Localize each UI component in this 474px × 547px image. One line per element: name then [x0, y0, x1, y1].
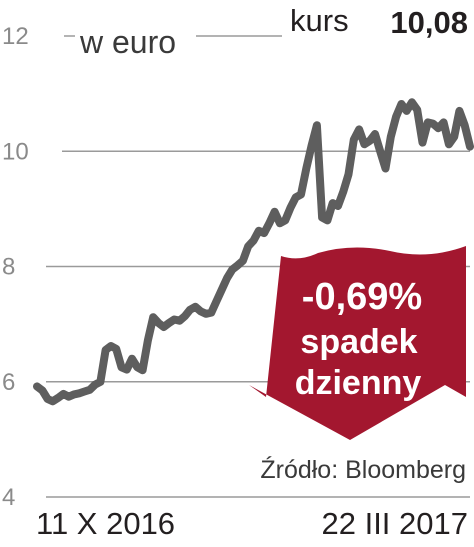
badge-line2: dzienny: [295, 364, 422, 402]
y-tick-label-4: 4: [2, 484, 15, 511]
source-label: Źródło: Bloomberg: [260, 455, 466, 484]
y-tick-label-6: 6: [2, 369, 15, 396]
change-badge: -0,69% spadek dzienny: [249, 246, 466, 440]
series-line: [33, 98, 474, 406]
y-tick-label-8: 8: [2, 254, 15, 281]
unit-label: w euro: [79, 24, 176, 60]
y-tick-label-10: 10: [2, 138, 29, 165]
price-value: 10,08: [390, 5, 468, 40]
y-axis-ticks: 4 6 8 10 12: [2, 23, 29, 511]
price-prefix: kurs: [290, 3, 349, 38]
x-end-label: 22 III 2017: [321, 506, 468, 541]
x-start-label: 11 X 2016: [36, 506, 175, 541]
y-tick-label-12: 12: [2, 23, 29, 50]
down-arrow-badge: [249, 246, 466, 440]
badge-change: -0,69%: [302, 276, 422, 318]
price-readout: kurs 10,08: [290, 3, 468, 40]
badge-line1: spadek: [300, 323, 417, 361]
